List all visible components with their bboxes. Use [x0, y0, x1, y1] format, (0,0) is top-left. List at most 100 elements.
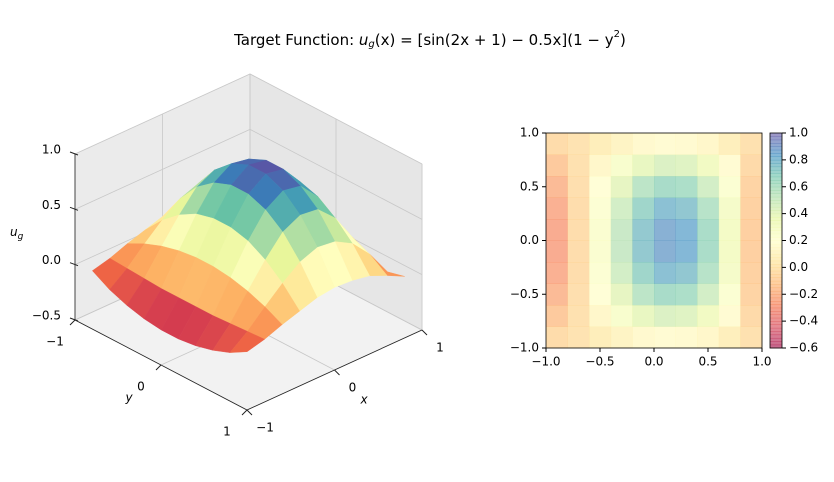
heatmap-cell	[718, 305, 741, 327]
heatmap-cell	[610, 219, 633, 241]
heatmap-cell	[718, 283, 741, 306]
colorbar-strip	[770, 277, 782, 282]
heatmap-cell	[546, 133, 568, 155]
heatmap-cell	[610, 305, 633, 327]
heatmap-cell	[675, 262, 698, 284]
x-tick-label: 0.5	[698, 355, 717, 369]
colorbar-strip	[770, 203, 782, 208]
heatmap-cell	[697, 240, 720, 263]
heatmap-cell	[546, 219, 568, 241]
colorbar-strip	[770, 324, 782, 329]
heatmap-cell	[632, 219, 655, 241]
colorbar-strip	[770, 253, 782, 258]
colorbar-strip	[770, 344, 782, 349]
heatmap-cell	[632, 283, 655, 306]
x-tick	[334, 369, 340, 376]
heatmap-cell	[740, 326, 763, 349]
heatmap-cell	[546, 197, 568, 220]
heatmap-cell	[654, 197, 676, 220]
heatmap-cell	[654, 326, 676, 349]
heatmap-cell	[697, 197, 720, 220]
colorbar-strip	[770, 257, 782, 262]
colorbar-strip	[770, 216, 782, 221]
heatmap-cell	[740, 283, 763, 306]
z-label-part: g	[18, 232, 24, 242]
heatmap-cell	[589, 154, 612, 177]
colorbar-strip	[770, 173, 782, 178]
colorbar-strip	[770, 139, 782, 144]
colorbar-strip	[770, 341, 782, 346]
colorbar-tick-label: 0.6	[789, 179, 808, 193]
heatmap-cell	[697, 326, 720, 349]
colorbar-tick-label: 0.2	[789, 233, 808, 247]
heatmap-cell	[718, 219, 741, 241]
heatmap-cell	[546, 305, 568, 327]
heatmap-cell	[610, 326, 633, 349]
heatmap-cell	[589, 176, 612, 198]
colorbar-tick-label: 0.8	[789, 152, 808, 166]
grid-line	[74, 128, 251, 210]
heatmap-cell	[697, 283, 720, 306]
colorbar-strip	[770, 337, 782, 342]
surface-patch	[229, 331, 266, 353]
heatmap-cell	[546, 326, 568, 349]
colorbar-strip	[770, 267, 782, 272]
heatmap-cell	[654, 133, 676, 155]
heatmap-cell	[567, 326, 590, 349]
heatmap-cell	[567, 154, 590, 177]
colorbar-tick-label: −0.4	[789, 314, 818, 328]
colorbar-strip	[770, 327, 782, 332]
colorbar-strip	[770, 193, 782, 198]
heatmap-cell	[697, 176, 720, 198]
colorbar-strip	[770, 190, 782, 194]
heatmap-cell	[675, 154, 698, 177]
heatmap-cell	[740, 133, 763, 155]
heatmap-cell	[567, 283, 590, 306]
x-tick-label: 0	[349, 381, 357, 395]
z-label-part: u	[10, 225, 18, 239]
heatmap-cell	[610, 154, 633, 177]
z-tick-label: 0.0	[42, 253, 61, 267]
heatmap-cell	[567, 197, 590, 220]
heatmap-cell	[654, 219, 676, 241]
x-tick-label: 1	[436, 341, 444, 355]
heatmap-cell	[589, 197, 612, 220]
z-axis-label: ug	[10, 225, 24, 242]
z-tick-label: 1.0	[42, 143, 61, 157]
heatmap-cell	[675, 219, 698, 241]
z-tick-label: 0.5	[42, 198, 61, 212]
colorbar-strip	[770, 186, 782, 191]
colorbar-strip	[770, 206, 782, 211]
z-tick-label: −0.5	[32, 309, 61, 323]
colorbar-strip	[770, 223, 782, 228]
heatmap-cell	[567, 305, 590, 327]
heatmap-cell	[697, 154, 720, 177]
y-tick	[155, 364, 162, 371]
colorbar-strip	[770, 149, 782, 154]
heatmap-cell	[740, 240, 763, 263]
x-tick-label: 0.0	[644, 355, 663, 369]
colorbar-strip	[770, 166, 782, 171]
heatmap-cell	[610, 133, 633, 155]
heatmap-cell	[654, 154, 676, 177]
colorbar-strip	[770, 237, 782, 241]
heatmap-cell	[610, 197, 633, 220]
colorbar-strip	[770, 304, 782, 309]
x-tick-label: −0.5	[585, 355, 614, 369]
heatmap-cell	[654, 176, 676, 198]
colorbar-tick-label: 0.4	[789, 206, 808, 220]
heatmap-cell	[610, 283, 633, 306]
heatmap-cell	[718, 176, 741, 198]
colorbar-strip	[770, 180, 782, 184]
heatmap-cell	[740, 176, 763, 198]
colorbar-strip	[770, 159, 782, 164]
heatmap-cell	[718, 326, 741, 349]
colorbar-strip	[770, 264, 782, 268]
z-tick	[69, 151, 79, 156]
colorbar-strip	[770, 260, 782, 265]
heatmap-cell	[546, 154, 568, 177]
colorbar-strip	[770, 314, 782, 319]
y-tick-label: 0.0	[520, 233, 539, 247]
